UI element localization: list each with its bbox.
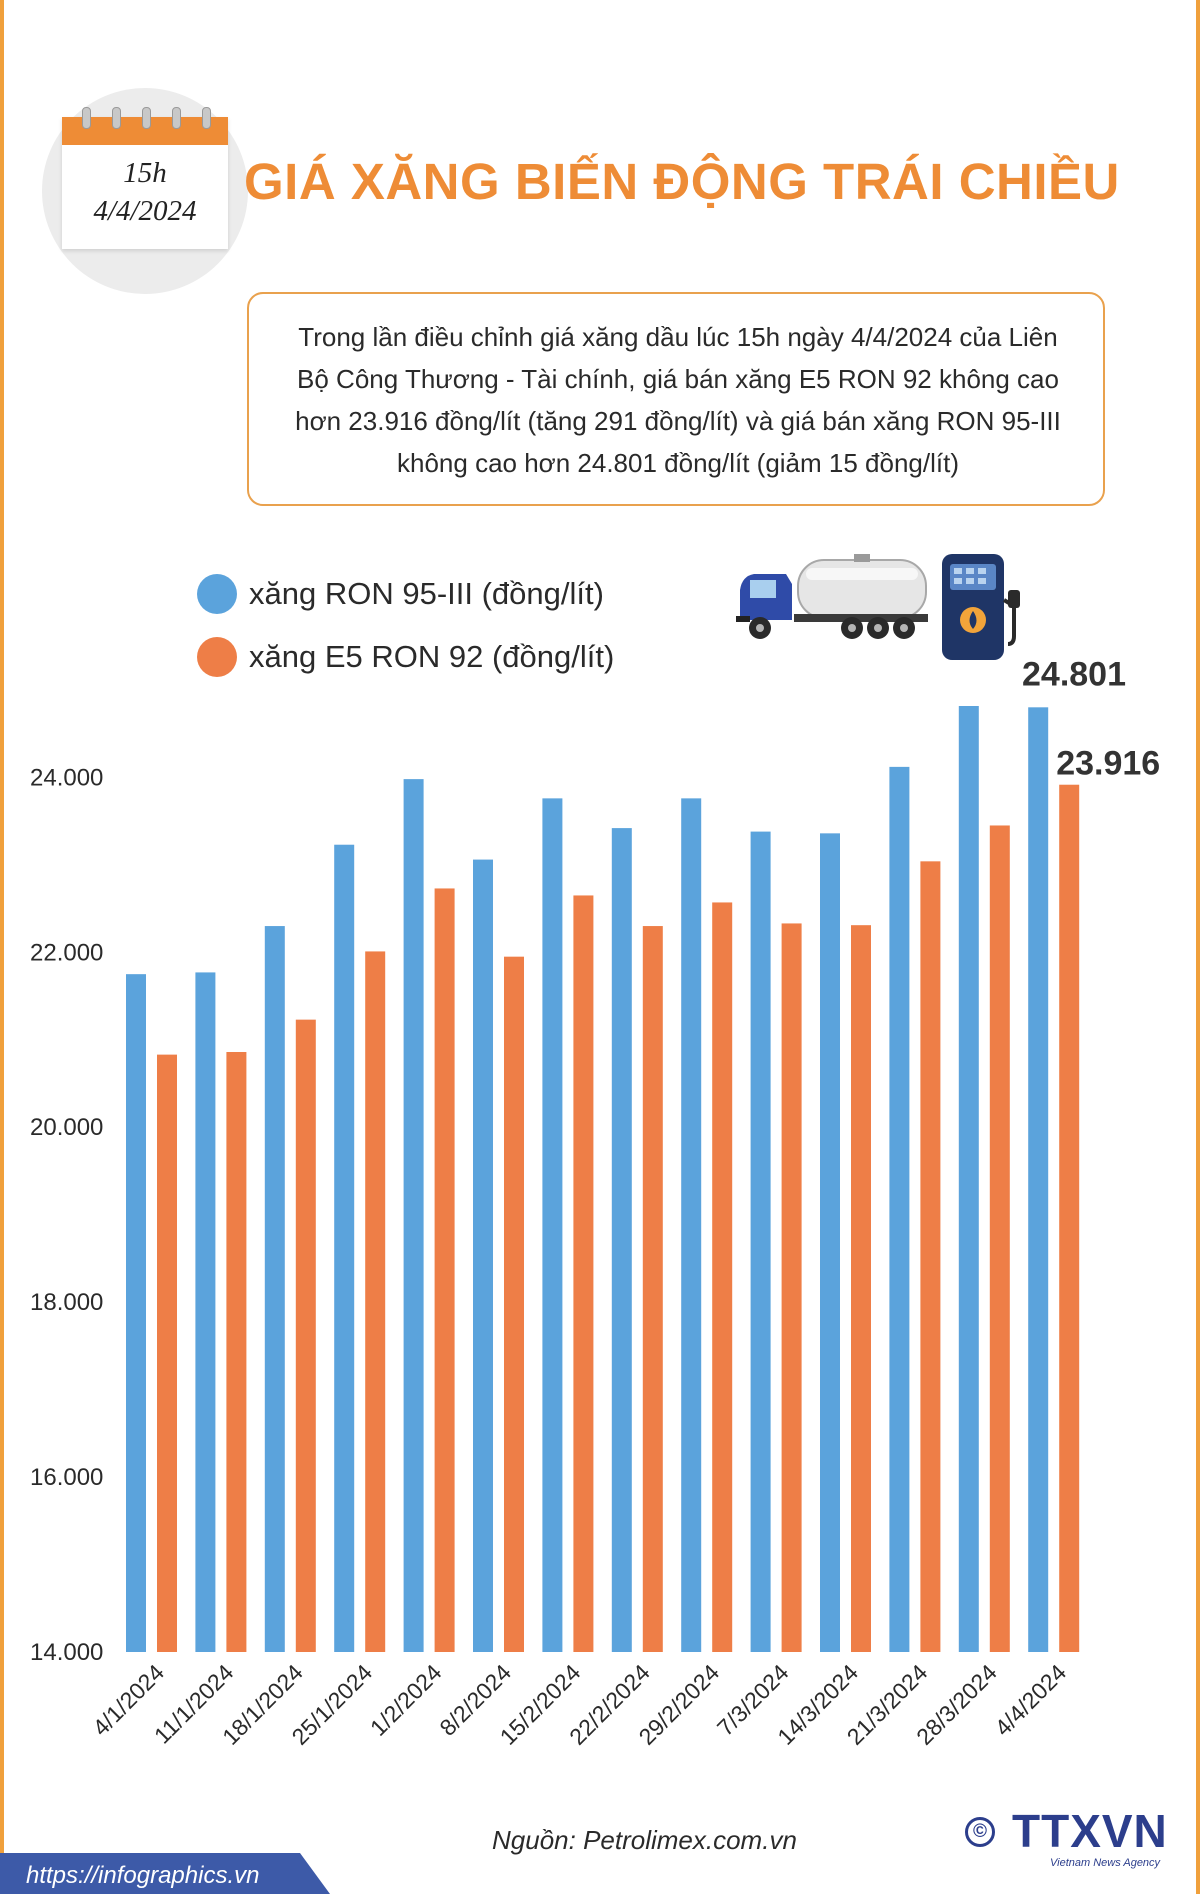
bar-ron95 [542, 798, 563, 1652]
legend-label-ron95: xăng RON 95-III (đồng/lít) [249, 576, 604, 611]
frame-right-border [1196, 0, 1200, 1894]
legend-label-e5: xăng E5 RON 92 (đồng/lít) [249, 639, 615, 674]
calendar-time: 15h [123, 157, 167, 189]
chart-bars [126, 706, 1080, 1652]
calendar-header-bar [62, 107, 228, 145]
source-note: Nguồn: Petrolimex.com.vn [492, 1825, 797, 1855]
bar-e5 [781, 923, 802, 1652]
bar-e5 [851, 925, 871, 1652]
bar-e5 [920, 861, 941, 1652]
legend-swatch-e5 [197, 637, 237, 677]
bar-e5 [434, 888, 455, 1652]
copyright-icon: © [965, 1817, 995, 1847]
calendar-ring-icon [172, 107, 181, 129]
bar-ron95 [611, 828, 632, 1652]
y-tick-label: 22.000 [30, 939, 103, 966]
bar-ron95 [889, 766, 910, 1652]
bar-ron95 [126, 974, 146, 1652]
x-tick-label: 1/2/2024 [365, 1659, 447, 1741]
y-axis: 14.000 16.000 18.000 20.000 22.000 24.000 [30, 764, 103, 1666]
bar-e5 [573, 895, 594, 1652]
bar-ron95 [820, 833, 840, 1652]
bar-e5 [1059, 784, 1080, 1652]
calendar-ring-icon [82, 107, 91, 129]
x-axis: 4/1/202411/1/202418/1/202425/1/20241/2/2… [87, 1659, 1071, 1750]
page-title: GIÁ XĂNG BIẾN ĐỘNG TRÁI CHIỀU [244, 153, 1120, 210]
calendar-ring-icon [112, 107, 121, 129]
fuel-pump-icon [942, 554, 1020, 660]
bar-ron95 [334, 844, 355, 1652]
bar-e5 [365, 951, 386, 1652]
fuel-tanker-truck-icon [736, 554, 928, 639]
bar-e5 [157, 1054, 177, 1652]
bar-e5 [712, 902, 733, 1652]
bar-e5 [226, 1052, 247, 1652]
y-tick-label: 14.000 [30, 1639, 103, 1666]
calendar-date: 4/4/2024 [93, 195, 197, 227]
calendar-ring-icon [202, 107, 211, 129]
bar-ron95 [473, 859, 493, 1652]
bar-e5 [989, 825, 1010, 1652]
bar-ron95 [403, 779, 424, 1652]
legend-swatch-ron95 [197, 574, 237, 614]
footer-url-link[interactable]: https://infographics.vn [26, 1862, 260, 1889]
y-tick-label: 24.000 [30, 764, 103, 791]
calendar-icon: 15h 4/4/2024 [62, 107, 228, 249]
x-tick-label: 4/4/2024 [990, 1659, 1072, 1741]
y-tick-label: 18.000 [30, 1289, 103, 1316]
bar-ron95 [195, 972, 216, 1652]
value-label-e5: 23.916 [1056, 745, 1160, 783]
bar-ron95 [1028, 707, 1049, 1652]
bar-ron95 [750, 831, 771, 1652]
bar-ron95 [264, 926, 285, 1652]
bar-e5 [642, 926, 663, 1652]
value-labels: 24.801 23.916 [1022, 655, 1160, 782]
y-tick-label: 20.000 [30, 1114, 103, 1141]
bar-e5 [295, 1019, 316, 1652]
frame-left-border [0, 0, 4, 1894]
y-tick-label: 16.000 [30, 1464, 103, 1491]
bar-chart: 14.000 16.000 18.000 20.000 22.000 24.000 4/1… [30, 655, 1160, 1750]
bar-e5 [504, 956, 524, 1652]
description-text: Trong lần điều chỉnh giá xăng dầu lúc 15… [295, 322, 1061, 478]
value-label-ron95: 24.801 [1022, 655, 1126, 693]
bar-ron95 [958, 706, 979, 1652]
brand-logo: TTXVN [1012, 1805, 1168, 1857]
calendar-ring-icon [142, 107, 151, 129]
footer-strip [0, 1853, 330, 1894]
bar-ron95 [681, 798, 702, 1652]
brand-subtitle: Vietnam News Agency [1050, 1857, 1161, 1869]
description-box: Trong lần điều chỉnh giá xăng dầu lúc 15… [247, 292, 1105, 506]
